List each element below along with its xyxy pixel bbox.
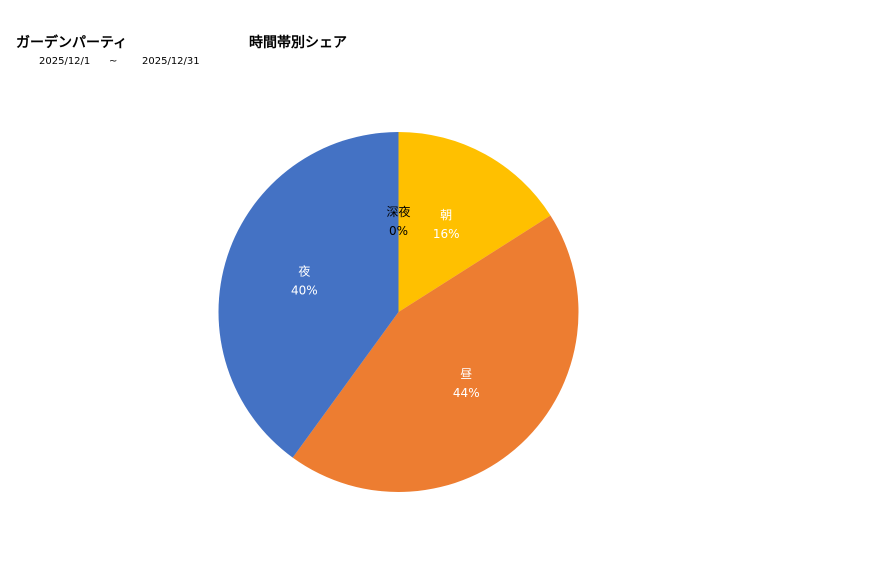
event-title: ガーデンパーティ [16, 35, 128, 51]
slice-percent-label-4: 0% [389, 224, 408, 238]
slice-category-label-1: 朝 [440, 208, 452, 222]
chart-title: 時間帯別シェア [249, 35, 347, 51]
date-separator: ~ [109, 56, 118, 67]
pie-slice-3 [218, 132, 399, 458]
slice-percent-label-3: 40% [291, 283, 318, 297]
date-to: 2025/12/31 [142, 56, 200, 67]
slice-percent-label-2: 44% [453, 386, 480, 400]
slice-category-label-2: 昼 [460, 367, 472, 381]
date-from: 2025/12/1 [39, 56, 91, 67]
pie-slice-2 [292, 215, 579, 492]
slice-category-label-3: 夜 [298, 263, 310, 278]
slice-category-label-4: 深夜 [386, 204, 410, 219]
slice-percent-label-1: 16% [433, 227, 460, 241]
pie-slice-1 [398, 132, 551, 312]
